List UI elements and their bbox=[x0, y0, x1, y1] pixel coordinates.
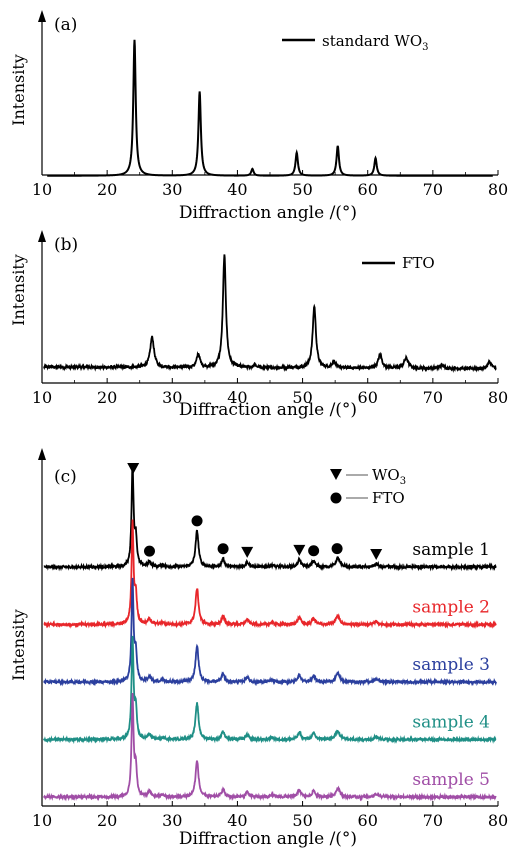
panel-c-legend-fto-label: FTO bbox=[372, 489, 405, 507]
panel-c-marker-wo3-2 bbox=[293, 544, 306, 556]
panel-c-marker-fto-4 bbox=[143, 545, 155, 557]
panel-a-ylabel: Intensity bbox=[9, 54, 28, 126]
panel-a-series-line bbox=[47, 39, 493, 177]
panel-b-ylabel: Intensity bbox=[9, 254, 28, 326]
panel-c-xlabel: Diffraction angle /(°) bbox=[179, 829, 357, 849]
panel-a-y-axis-arrow bbox=[38, 10, 46, 22]
panel-c-x-tick-label-10: 10 bbox=[32, 811, 52, 830]
panel-c-label: (c) bbox=[54, 467, 77, 487]
panel-c-series-line-2 bbox=[43, 519, 497, 630]
panel-c-legend-wo3-label: WO3 bbox=[372, 466, 406, 487]
panel-b-x-tick-label-80: 80 bbox=[488, 388, 508, 407]
panel-c-series-line-5 bbox=[43, 692, 497, 802]
panel-c-y-axis-arrow bbox=[38, 448, 46, 460]
panel-b-x-tick-label-70: 70 bbox=[423, 388, 443, 407]
panel-c-series-line-3 bbox=[43, 577, 497, 687]
panel-a-x-tick-label-30: 30 bbox=[162, 180, 182, 199]
panel-c-marker-fto-6 bbox=[217, 543, 229, 555]
panel-c-marker-fto-8 bbox=[331, 543, 343, 555]
panel-a-xlabel: Diffraction angle /(°) bbox=[179, 203, 357, 223]
panel-c-x-tick-label-30: 30 bbox=[162, 811, 182, 830]
panel-a-x-tick-label-20: 20 bbox=[97, 180, 117, 199]
panel-c-series-label-3: sample 3 bbox=[412, 655, 490, 675]
panel-c-marker-wo3-0 bbox=[127, 463, 140, 474]
panel-a-label: (a) bbox=[54, 15, 77, 35]
panel-b-x-tick-label-30: 30 bbox=[162, 388, 182, 407]
panel-c-marker-fto-7 bbox=[308, 545, 320, 557]
panel-b-legend-label: FTO bbox=[402, 254, 435, 272]
panel-c-series-line-4 bbox=[43, 635, 497, 745]
panel-b-series-line bbox=[43, 254, 497, 373]
panel-c-x-tick-label-60: 60 bbox=[358, 811, 378, 830]
panel-a-x-tick-label-40: 40 bbox=[227, 180, 247, 199]
panel-a-legend-label: standard WO3 bbox=[322, 32, 429, 53]
panel-c-ylabel: Intensity bbox=[9, 609, 28, 681]
panel-c-legend-circle bbox=[330, 492, 342, 504]
panel-c-x-tick-label-70: 70 bbox=[423, 811, 443, 830]
panel-c-series-line-1 bbox=[43, 463, 497, 572]
panel-b-x-tick-label-40: 40 bbox=[227, 388, 247, 407]
panel-a-x-tick-label-10: 10 bbox=[32, 180, 52, 199]
panel-a: (a) Intensity Diffraction angle /(°) sta… bbox=[9, 10, 508, 223]
panel-b-label: (b) bbox=[54, 235, 78, 255]
panel-b-xlabel: Diffraction angle /(°) bbox=[179, 400, 357, 420]
panel-b-x-tick-label-50: 50 bbox=[292, 388, 312, 407]
panel-a-x-tick-label-60: 60 bbox=[358, 180, 378, 199]
panel-c-x-tick-label-50: 50 bbox=[292, 811, 312, 830]
panel-b-y-axis-arrow bbox=[38, 230, 46, 242]
panel-b-x-tick-label-10: 10 bbox=[32, 388, 52, 407]
panel-c-series-label-5: sample 5 bbox=[412, 770, 490, 790]
panel-b-x-tick-label-20: 20 bbox=[97, 388, 117, 407]
panel-b-x-tick-label-60: 60 bbox=[358, 388, 378, 407]
panel-c-x-tick-label-80: 80 bbox=[488, 811, 508, 830]
panel-a-x-tick-label-80: 80 bbox=[488, 180, 508, 199]
panel-c-x-tick-label-40: 40 bbox=[227, 811, 247, 830]
panel-c-marker-wo3-1 bbox=[241, 546, 254, 558]
panel-b: (b) Intensity Diffraction angle /(°) FTO… bbox=[9, 230, 508, 420]
panel-c-marker-wo3-3 bbox=[370, 548, 383, 560]
panel-a-x-tick-label-70: 70 bbox=[423, 180, 443, 199]
panel-c-x-tick-label-20: 20 bbox=[97, 811, 117, 830]
panel-c-legend-triangle bbox=[330, 469, 342, 480]
panel-c-series-label-4: sample 4 bbox=[412, 713, 490, 733]
panel-a-x-tick-label-50: 50 bbox=[292, 180, 312, 199]
panel-c-marker-fto-5 bbox=[191, 515, 203, 527]
panel-c-series-label-2: sample 2 bbox=[412, 598, 490, 618]
panel-c-series-label-1: sample 1 bbox=[412, 540, 490, 560]
panel-c: (c) Intensity Diffraction angle /(°) WO3… bbox=[9, 448, 508, 849]
